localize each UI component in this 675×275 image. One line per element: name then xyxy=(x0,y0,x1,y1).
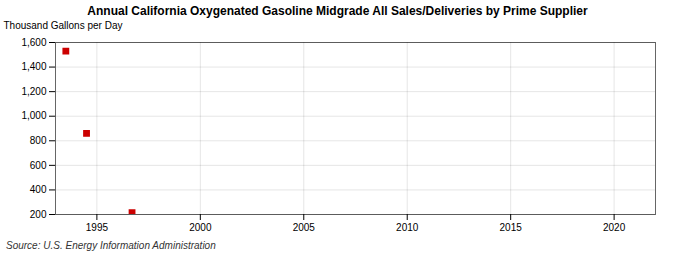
svg-text:200: 200 xyxy=(30,209,47,220)
svg-text:1995: 1995 xyxy=(86,222,109,233)
svg-text:Thousand Gallons per Day: Thousand Gallons per Day xyxy=(4,20,123,31)
html-text:Source: U.S. Energy Informatio: Source: U.S. Energy Information Administ… xyxy=(6,240,216,251)
svg-text:800: 800 xyxy=(30,135,47,146)
svg-text:400: 400 xyxy=(30,184,47,195)
svg-text:1,000: 1,000 xyxy=(21,110,46,121)
svg-text:1,600: 1,600 xyxy=(21,37,46,48)
svg-text:2000: 2000 xyxy=(189,222,212,233)
svg-text:1,400: 1,400 xyxy=(21,61,46,72)
svg-text:2020: 2020 xyxy=(603,222,626,233)
svg-text:2005: 2005 xyxy=(293,222,316,233)
svg-text:1,200: 1,200 xyxy=(21,86,46,97)
svg-text:2010: 2010 xyxy=(396,222,419,233)
html-text:Annual California Oxygenated G: Annual California Oxygenated Gasoline Mi… xyxy=(87,4,588,18)
svg-text:2015: 2015 xyxy=(500,222,523,233)
svg-text:600: 600 xyxy=(30,160,47,171)
